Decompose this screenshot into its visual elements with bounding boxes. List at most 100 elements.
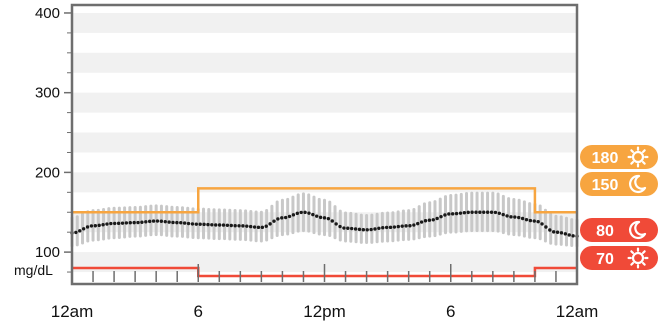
median-point: [252, 225, 257, 229]
median-point: [175, 220, 179, 225]
median-point: [186, 221, 191, 226]
target-badge: 150: [580, 172, 658, 196]
median-dots: [70, 210, 579, 238]
median-point: [303, 210, 307, 215]
median-point: [528, 218, 533, 223]
median-point: [272, 219, 276, 223]
median-point: [493, 210, 498, 215]
median-point: [470, 210, 474, 214]
median-point: [229, 223, 233, 228]
median-point: [105, 222, 109, 226]
median-point: [256, 225, 261, 230]
median-point: [260, 225, 265, 230]
median-point: [489, 210, 494, 214]
median-point: [501, 212, 505, 217]
median-point: [147, 219, 152, 224]
median-point: [443, 213, 447, 217]
median-point: [245, 224, 249, 228]
median-point: [93, 224, 98, 228]
median-point: [171, 220, 175, 225]
badge-value: 150: [592, 177, 619, 194]
median-point: [396, 224, 401, 229]
badge-value: 70: [596, 251, 614, 268]
median-point: [78, 229, 82, 233]
median-point: [237, 224, 241, 228]
median-point: [233, 223, 237, 228]
target-line-high: [72, 187, 577, 214]
median-point: [338, 224, 342, 229]
moon-shape: [629, 220, 647, 240]
x-tick-label: 12am: [556, 302, 599, 321]
median-point: [101, 222, 105, 227]
median-point: [113, 221, 117, 226]
median-point: [202, 222, 206, 227]
x-tick-label: 6: [446, 302, 455, 321]
median-point: [182, 221, 187, 225]
median-point: [536, 219, 540, 224]
sun-ray: [630, 250, 635, 255]
x-axis: 12am 6 12pm 6 12am: [51, 264, 599, 321]
median-point: [497, 211, 502, 215]
median-point: [439, 214, 443, 219]
median-point: [163, 219, 167, 224]
median-point: [346, 226, 350, 230]
median-point: [462, 211, 467, 215]
median-point: [225, 223, 230, 227]
median-point: [241, 224, 245, 228]
median-point: [116, 221, 121, 226]
median-point: [509, 215, 513, 219]
y-tick-label: 300: [35, 85, 60, 102]
sun-core: [631, 150, 645, 164]
y-tick-label: 100: [35, 244, 60, 261]
median-point: [276, 217, 280, 221]
median-point: [330, 219, 334, 223]
median-point: [342, 226, 346, 230]
median-point: [381, 226, 385, 230]
median-point: [132, 220, 136, 225]
median-point: [544, 225, 548, 229]
median-point: [206, 222, 210, 227]
badge-pill: [580, 218, 658, 242]
badge-value: 180: [592, 150, 619, 167]
median-point: [109, 221, 113, 226]
median-point: [365, 228, 369, 232]
target-badge: 80: [580, 218, 658, 242]
grid-band: [72, 52, 577, 73]
median-point: [155, 219, 160, 223]
y-axis: 100 200 300 400: [35, 5, 72, 273]
median-point: [264, 224, 268, 228]
moon-icon: [629, 174, 647, 194]
median-point: [334, 222, 338, 226]
moon-shape: [629, 174, 647, 194]
median-point: [474, 210, 478, 214]
median-point: [326, 216, 331, 221]
median-point: [221, 223, 226, 227]
sun-ray: [630, 149, 635, 154]
median-point: [447, 212, 451, 216]
median-point: [140, 220, 144, 224]
median-point: [295, 211, 300, 216]
median-point: [74, 230, 78, 235]
median-point: [571, 234, 575, 238]
median-point: [485, 210, 490, 214]
median-point: [283, 215, 288, 220]
median-point: [524, 217, 529, 222]
median-point: [124, 221, 129, 225]
median-point: [248, 224, 253, 229]
median-point: [548, 228, 552, 232]
median-point: [307, 211, 311, 215]
median-point: [482, 210, 486, 214]
median-point: [513, 215, 517, 219]
median-point: [478, 210, 482, 214]
median-point: [559, 231, 564, 235]
median-point: [194, 222, 199, 226]
median-point: [361, 228, 366, 232]
median-point: [280, 216, 284, 220]
median-point: [427, 218, 432, 222]
median-point: [311, 212, 315, 217]
median-point: [357, 227, 362, 232]
median-point: [89, 224, 94, 228]
median-point: [159, 219, 164, 223]
median-point: [412, 223, 416, 227]
